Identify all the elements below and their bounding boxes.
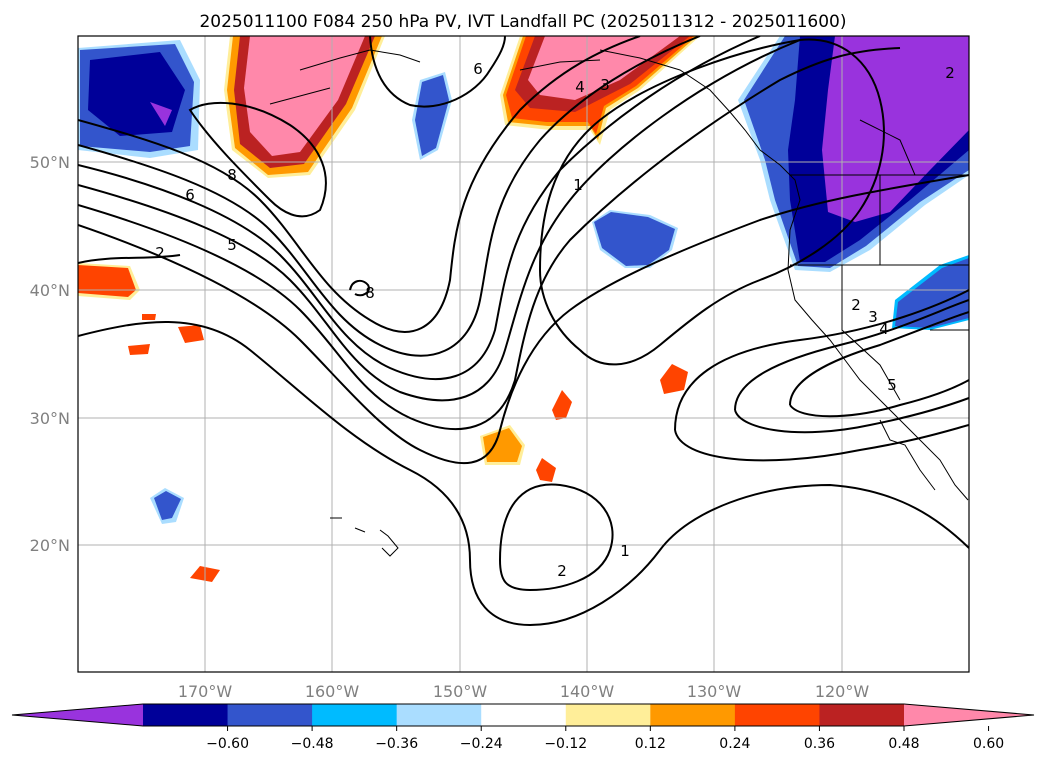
colorbar: [11, 703, 1035, 727]
lat-label: 50°N: [30, 153, 70, 172]
contour-labels: 8 6 5 2 6 4 3 1 8 2 1 2 2 3 4 5 2: [155, 60, 955, 580]
contour-label: 2: [851, 296, 861, 314]
contour-label: 1: [573, 176, 583, 194]
contour-label: 4: [879, 320, 889, 338]
colorbar-tick-label: −0.60: [206, 736, 249, 752]
colorbar-segment: [819, 704, 905, 726]
colorbar-segment: [650, 704, 736, 726]
colorbar-segment: [143, 704, 229, 726]
lat-label: 20°N: [30, 536, 70, 555]
contour-label: 1: [620, 542, 630, 560]
colorbar-tick-label: 0.12: [635, 736, 666, 752]
map-title: 2025011100 F084 250 hPa PV, IVT Landfall…: [199, 12, 846, 32]
lat-label: 30°N: [30, 409, 70, 428]
colorbar-tick-label: −0.12: [544, 736, 587, 752]
contour-label: 5: [887, 376, 897, 394]
lon-label: 120°W: [815, 682, 870, 701]
contour-lines: [78, 36, 969, 627]
contour-label: 8: [227, 166, 237, 184]
colorbar-segment: [565, 704, 651, 726]
contour-label: 8: [365, 284, 375, 302]
contour-label: 3: [868, 308, 878, 326]
colorbar-segment: [227, 704, 313, 726]
colorbar-ticks: −0.60 −0.48 −0.36 −0.24 −0.12 0.12 0.24 0.36 0.4…: [206, 726, 1004, 752]
colorbar-tick-label: 0.24: [719, 736, 750, 752]
map-frame: [77, 35, 970, 673]
contour-label: 6: [185, 186, 195, 204]
colorbar-segment: [312, 704, 398, 726]
lon-label: 130°W: [687, 682, 742, 701]
colorbar-extend-high: [904, 704, 1034, 726]
contour-label: 2: [557, 562, 567, 580]
lat-label: 40°N: [30, 281, 70, 300]
latitude-labels: 50°N 40°N 30°N 20°N: [30, 153, 70, 555]
colorbar-segment: [396, 704, 482, 726]
map-area: 8 6 5 2 6 4 3 1 8 2 1 2 2 3 4 5 2: [78, 36, 969, 672]
colorbar-tick-label: −0.36: [375, 736, 418, 752]
lon-label: 170°W: [178, 682, 233, 701]
colorbar-segment: [481, 704, 567, 726]
colorbar-tick-label: 0.60: [973, 736, 1004, 752]
lon-label: 150°W: [433, 682, 488, 701]
colorbar-tick-label: −0.48: [291, 736, 334, 752]
lon-label: 140°W: [560, 682, 615, 701]
contour-label: 5: [227, 236, 237, 254]
contour-label: 4: [575, 78, 585, 96]
colorbar-tick-label: −0.24: [460, 736, 503, 752]
contour-label: 6: [473, 60, 483, 78]
contour-label: 2: [945, 64, 955, 82]
lon-label: 160°W: [305, 682, 360, 701]
colorbar-segment: [734, 704, 820, 726]
colorbar-extend-low: [12, 704, 143, 726]
contour-label: 3: [600, 76, 610, 94]
coastlines: [269, 49, 969, 557]
colorbar-tick-label: 0.48: [888, 736, 919, 752]
colorbar-tick-label: 0.36: [804, 736, 835, 752]
contour-label: 2: [155, 244, 165, 262]
longitude-labels: 170°W 160°W 150°W 140°W 130°W 120°W: [178, 682, 870, 701]
